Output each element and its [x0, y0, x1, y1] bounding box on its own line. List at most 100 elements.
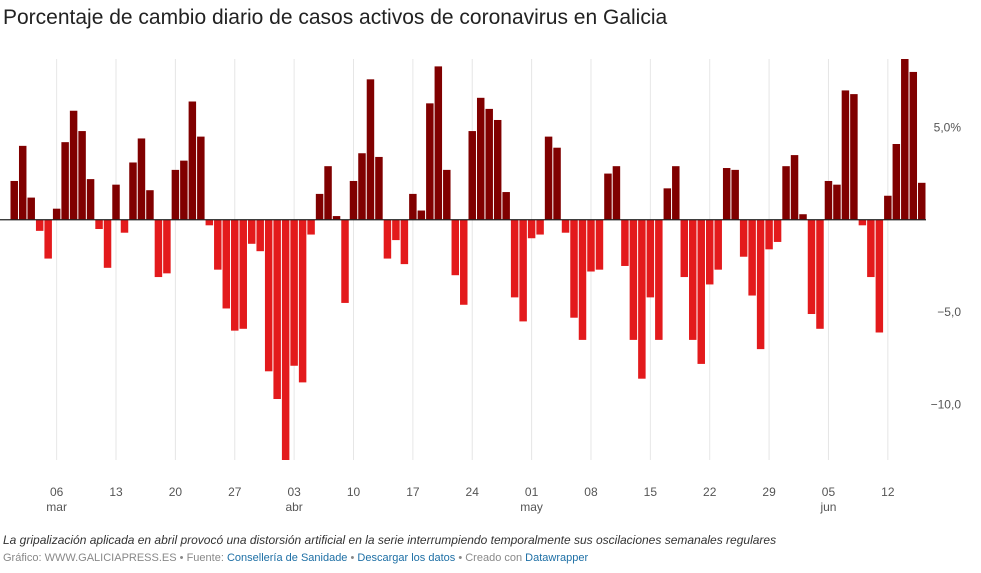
- bar[interactable]: [748, 219, 756, 296]
- bar[interactable]: [612, 166, 621, 220]
- bar[interactable]: [629, 219, 638, 340]
- bar[interactable]: [502, 192, 510, 220]
- bar[interactable]: [417, 210, 426, 220]
- bar[interactable]: [867, 219, 875, 278]
- bar[interactable]: [858, 219, 867, 226]
- bar[interactable]: [689, 219, 697, 340]
- bar[interactable]: [61, 142, 69, 220]
- bar[interactable]: [638, 219, 646, 379]
- bar[interactable]: [324, 166, 332, 220]
- bar[interactable]: [281, 219, 290, 460]
- bar[interactable]: [163, 219, 171, 274]
- bar[interactable]: [409, 193, 417, 220]
- bar[interactable]: [332, 216, 341, 220]
- bar[interactable]: [290, 219, 298, 366]
- bar[interactable]: [392, 219, 400, 241]
- bar[interactable]: [909, 71, 918, 220]
- bar[interactable]: [595, 219, 604, 270]
- bar[interactable]: [112, 184, 120, 220]
- bar[interactable]: [239, 219, 247, 329]
- bar[interactable]: [205, 219, 214, 226]
- bar[interactable]: [731, 169, 739, 220]
- bar[interactable]: [510, 219, 519, 298]
- bar[interactable]: [358, 153, 366, 220]
- bar[interactable]: [722, 168, 731, 220]
- bar[interactable]: [315, 193, 324, 220]
- bar[interactable]: [493, 119, 502, 220]
- bar[interactable]: [10, 180, 18, 220]
- bar[interactable]: [120, 219, 129, 233]
- bar[interactable]: [875, 219, 884, 333]
- bar[interactable]: [901, 59, 909, 220]
- bar[interactable]: [231, 219, 239, 331]
- bar[interactable]: [69, 110, 78, 220]
- bar[interactable]: [544, 136, 553, 220]
- bar[interactable]: [570, 219, 578, 318]
- source-link[interactable]: Consellería de Sanidade: [226, 552, 348, 564]
- bar[interactable]: [468, 131, 476, 220]
- bar[interactable]: [739, 219, 748, 257]
- bar[interactable]: [349, 180, 358, 220]
- bar[interactable]: [655, 219, 663, 340]
- bar[interactable]: [705, 219, 714, 285]
- download-data-link[interactable]: Descargar los datos: [357, 552, 456, 564]
- bar[interactable]: [137, 138, 146, 220]
- bar[interactable]: [451, 219, 460, 276]
- bar[interactable]: [680, 219, 689, 278]
- bar[interactable]: [298, 219, 307, 383]
- bar[interactable]: [366, 79, 375, 220]
- bar[interactable]: [714, 219, 722, 270]
- bar[interactable]: [578, 219, 587, 340]
- bar[interactable]: [426, 103, 434, 220]
- bar[interactable]: [86, 179, 95, 220]
- bar[interactable]: [383, 219, 392, 259]
- bar[interactable]: [180, 160, 188, 220]
- bar[interactable]: [27, 197, 35, 220]
- bar[interactable]: [103, 219, 112, 268]
- bar[interactable]: [485, 108, 493, 220]
- bar[interactable]: [197, 136, 205, 220]
- bar[interactable]: [222, 219, 231, 309]
- bar[interactable]: [561, 219, 570, 233]
- bar[interactable]: [799, 214, 807, 220]
- bar[interactable]: [756, 219, 765, 350]
- bar[interactable]: [44, 219, 52, 259]
- bar[interactable]: [527, 219, 536, 239]
- bar[interactable]: [672, 166, 680, 220]
- bar[interactable]: [536, 219, 544, 235]
- bar[interactable]: [146, 190, 154, 220]
- bar[interactable]: [604, 173, 612, 220]
- bar[interactable]: [816, 219, 824, 329]
- bar[interactable]: [434, 66, 443, 220]
- bar[interactable]: [154, 219, 163, 278]
- bar[interactable]: [782, 166, 790, 220]
- bar[interactable]: [884, 195, 892, 220]
- bar[interactable]: [375, 156, 383, 220]
- bar[interactable]: [78, 131, 86, 220]
- bar[interactable]: [264, 219, 273, 372]
- bar[interactable]: [833, 184, 841, 220]
- bar[interactable]: [773, 219, 782, 242]
- bar[interactable]: [918, 182, 926, 220]
- bar[interactable]: [307, 219, 315, 235]
- bar[interactable]: [247, 219, 256, 244]
- bar[interactable]: [341, 219, 349, 303]
- bar[interactable]: [765, 219, 773, 250]
- bar[interactable]: [273, 219, 281, 400]
- bar[interactable]: [214, 219, 222, 270]
- datawrapper-link[interactable]: Datawrapper: [525, 552, 589, 564]
- bar[interactable]: [188, 101, 197, 220]
- bar[interactable]: [519, 219, 527, 322]
- bar[interactable]: [663, 188, 672, 220]
- bar[interactable]: [790, 155, 799, 220]
- bar[interactable]: [400, 219, 409, 265]
- bar[interactable]: [892, 144, 901, 220]
- bar[interactable]: [646, 219, 655, 298]
- bar[interactable]: [841, 90, 850, 220]
- bar[interactable]: [460, 219, 468, 305]
- bar[interactable]: [52, 208, 61, 220]
- bar[interactable]: [807, 219, 816, 315]
- bar[interactable]: [443, 169, 451, 220]
- bar[interactable]: [129, 162, 137, 220]
- bar[interactable]: [35, 219, 44, 231]
